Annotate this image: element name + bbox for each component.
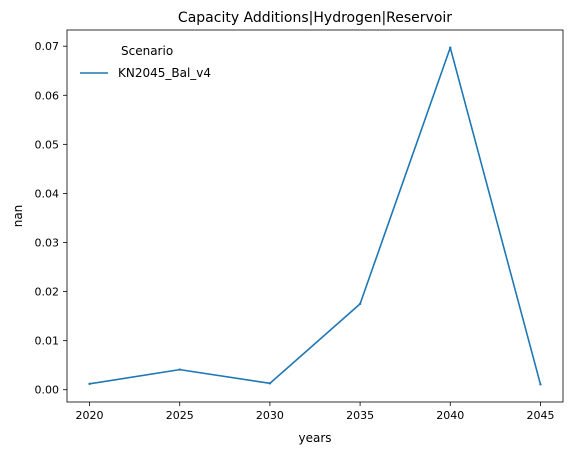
x-tick-label: 2020 bbox=[76, 409, 104, 422]
x-axis-label: years bbox=[298, 431, 331, 445]
series-line bbox=[88, 46, 542, 386]
legend-series-label: KN2045_Bal_v4 bbox=[118, 66, 211, 80]
y-tick-label: 0.06 bbox=[35, 89, 60, 102]
y-tick-label: 0.02 bbox=[35, 286, 60, 299]
x-tick-label: 2040 bbox=[436, 409, 464, 422]
plot-area bbox=[66, 29, 564, 403]
series-point bbox=[178, 368, 181, 371]
y-axis-label: nan bbox=[11, 205, 25, 228]
y-axis: 0.00 0.01 0.02 0.03 0.04 0.05 0.06 0.07 bbox=[35, 40, 67, 397]
legend: Scenario KN2045_Bal_v4 bbox=[80, 44, 211, 80]
x-tick-label: 2025 bbox=[166, 409, 194, 422]
y-tick-label: 0.03 bbox=[35, 237, 60, 250]
x-tick-label: 2045 bbox=[526, 409, 554, 422]
x-tick-label: 2035 bbox=[346, 409, 374, 422]
chart-title: Capacity Additions|Hydrogen|Reservoir bbox=[178, 10, 452, 26]
series-point bbox=[449, 46, 452, 49]
series-layer bbox=[88, 46, 542, 386]
y-tick-label: 0.07 bbox=[35, 40, 60, 53]
y-tick-label: 0.05 bbox=[35, 138, 60, 151]
y-tick-label: 0.01 bbox=[35, 335, 60, 348]
legend-title: Scenario bbox=[121, 44, 173, 58]
y-tick-label: 0.00 bbox=[35, 384, 60, 397]
x-tick-label: 2030 bbox=[256, 409, 284, 422]
series-point bbox=[88, 382, 91, 386]
series-point bbox=[268, 382, 272, 385]
series-point bbox=[539, 383, 542, 386]
y-tick-label: 0.04 bbox=[35, 187, 60, 200]
x-axis: 2020 2025 2030 2035 2040 2045 bbox=[76, 402, 554, 422]
series-point bbox=[358, 302, 362, 306]
